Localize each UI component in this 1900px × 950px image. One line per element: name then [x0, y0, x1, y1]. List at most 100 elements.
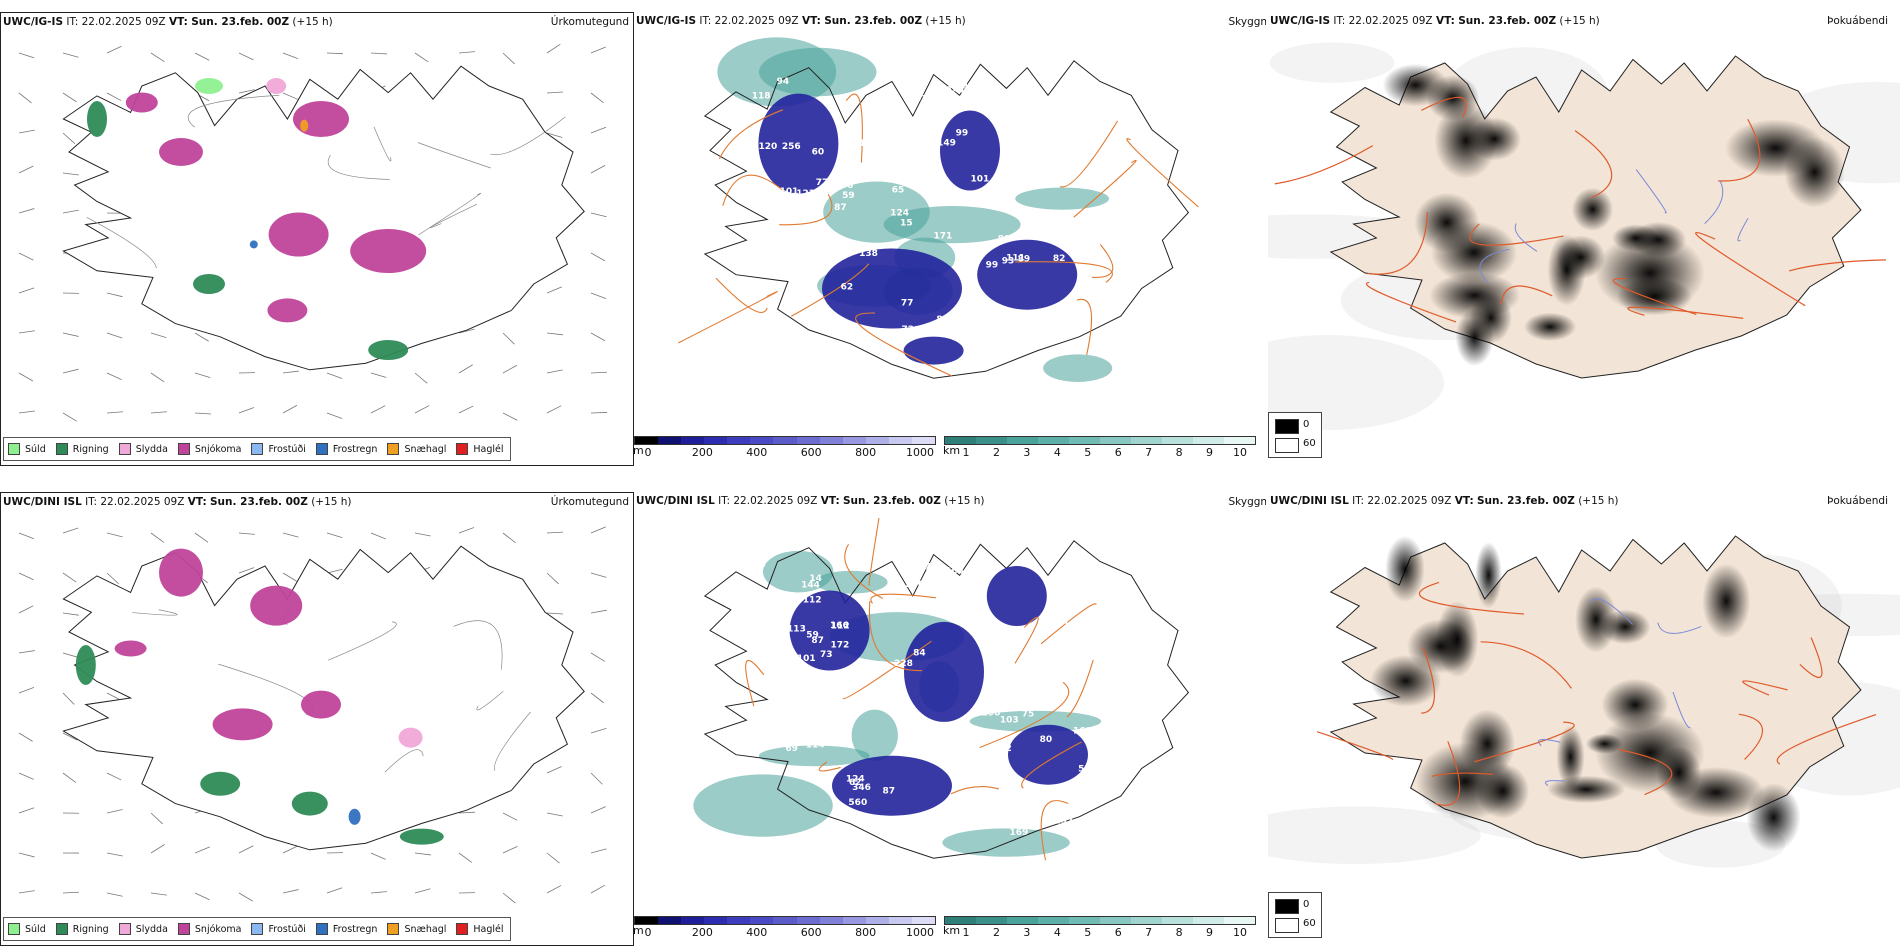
road: [1717, 118, 1761, 182]
cloud-base-label: 80: [1040, 735, 1053, 745]
precip-area-snjokoma: [267, 298, 308, 323]
colorbar-bin: [1038, 917, 1069, 924]
colorbar-bin: [911, 917, 936, 924]
low-fog-index-area: [1475, 542, 1502, 609]
cloud-base-label: 94: [766, 326, 779, 336]
cloud-base-label: 66: [957, 333, 970, 343]
wind-barb: [238, 845, 254, 854]
colorbar-bin: [976, 437, 1007, 444]
colorbar-tick: 8: [1175, 446, 1183, 459]
legend-item: Slydda: [118, 923, 168, 935]
wind-barb: [590, 164, 606, 174]
cloud-base-label: 145: [1045, 618, 1064, 628]
colorbar-bin: [750, 917, 774, 924]
wind-barb: [370, 852, 386, 860]
road: [790, 263, 870, 317]
wind-barb: [18, 852, 35, 858]
river: [1479, 248, 1510, 285]
colorbar-ramp: [944, 436, 1256, 445]
cloud-base-label: 144: [772, 225, 791, 235]
wind-barb: [194, 532, 209, 543]
legend-item: Snjókoma: [177, 923, 241, 935]
colorbar-bin: [704, 437, 728, 444]
cloud-base-label: 84: [936, 315, 949, 325]
cloud-base-label: 931: [915, 95, 934, 105]
legend-item: Slydda: [118, 443, 168, 455]
colorbar-bin: [819, 437, 843, 444]
cloud-base-label: 71: [753, 560, 766, 570]
wind-barb: [414, 372, 428, 384]
colorbar-bin: [945, 437, 976, 444]
wind-barb: [106, 45, 122, 54]
cloud-base-label: 190: [982, 709, 1001, 719]
wind-barb: [238, 407, 255, 414]
colorbar-tick: 0: [644, 446, 652, 459]
wind-barb: [106, 809, 123, 814]
fog-legend-dark-swatch: [1275, 419, 1299, 434]
vt-label: VT:: [1454, 495, 1474, 507]
legend-label: Slydda: [135, 923, 168, 935]
panel-header: UWC/IG-IS IT: 22.02.2025 09Z VT: Sun. 23…: [1270, 15, 1600, 27]
lead-time: (+15 h): [925, 15, 966, 27]
colorbar-bin: [1007, 437, 1038, 444]
visibility-map: 1411041208910710110714999138107777766548…: [678, 37, 1199, 382]
low-fog-index-area: [1571, 187, 1614, 232]
cloud-base-label: 246: [905, 580, 924, 590]
wind-barb: [546, 852, 560, 864]
wind-barb: [546, 286, 562, 294]
road: [979, 681, 1070, 749]
colorbar-bin: [842, 917, 866, 924]
low-fog-index-area: [1575, 586, 1617, 653]
wind-barb: [546, 531, 563, 534]
visibility-panel-row2: UWC/DINI ISL IT: 22.02.2025 09Z VT: Sun.…: [634, 492, 1266, 944]
river: [1737, 218, 1749, 242]
wind-barb: [18, 605, 34, 614]
legend-label: Súld: [25, 923, 46, 935]
wind-barb: [238, 52, 254, 61]
panel-variable-label: Úrkomutegund: [550, 16, 629, 28]
colorbar-bin: [1162, 917, 1193, 924]
legend-item: Snjókoma: [177, 443, 241, 455]
colorbar-tick: 7: [1145, 926, 1153, 939]
legend-item: Frostúði: [251, 443, 306, 455]
colorbar-tick: 7: [1145, 446, 1153, 459]
legend-swatch: [387, 443, 400, 455]
wind-barb: [414, 52, 429, 63]
road: [818, 761, 841, 772]
legend-item: Rigning: [55, 443, 109, 455]
visibility-map: 169 166 184 99 87 95 86 80 71 87 49 101 211 113 246 217…: [693, 517, 1190, 861]
wind-barb: [18, 772, 34, 780]
low-fog-index-area: [1382, 63, 1449, 107]
colorbar-bin: [635, 437, 659, 444]
road: [842, 640, 932, 700]
cloud-base-label: 84: [913, 648, 926, 658]
wind-barb: [106, 772, 122, 781]
colorbar-bin: [976, 917, 1007, 924]
precip-area-rigning: [87, 101, 107, 137]
wind-barb: [106, 852, 123, 857]
road: [1469, 223, 1564, 246]
road: [1421, 647, 1435, 714]
wind-barb: [194, 332, 209, 342]
colorbar-tick: 2: [992, 446, 1000, 459]
cloud-base-label: 560: [848, 798, 867, 808]
cloud-base-label: 82: [1053, 254, 1066, 264]
road: [1316, 731, 1394, 761]
wind-barb: [106, 332, 123, 339]
precip-area-snjokoma: [159, 138, 203, 166]
precip-area-snjokoma: [301, 690, 341, 719]
wind-barb: [18, 687, 35, 694]
colorbar-bin: [842, 437, 866, 444]
cloud-base-label: 14: [809, 574, 822, 584]
wind-barb: [458, 811, 475, 814]
road: [950, 786, 1000, 795]
cloud-base-label: 124: [890, 208, 909, 218]
precip-type-panel-row2: UWC/DINI ISL IT: 22.02.2025 09Z VT: Sun.…: [0, 492, 634, 946]
cloud-base-label: 93: [1002, 257, 1015, 267]
wind-barb: [106, 411, 123, 414]
wind-barb: [370, 405, 386, 414]
colorbar-ticks: 0 200 400 600 800 1000: [634, 445, 936, 459]
colorbar-bin: [819, 917, 843, 924]
model-name: UWC/DINI ISL: [1270, 495, 1349, 507]
cloud-base-label: 141: [947, 85, 966, 95]
